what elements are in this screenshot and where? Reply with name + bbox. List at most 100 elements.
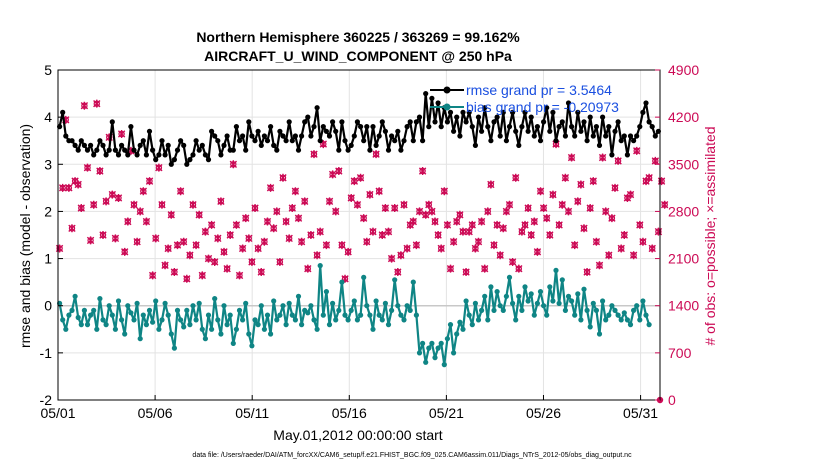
rmse-point — [205, 157, 212, 163]
obs-assimilated-marker — [484, 207, 492, 216]
bias-point — [416, 350, 423, 356]
bias-point — [600, 298, 606, 304]
obs-assimilated-marker — [437, 244, 445, 253]
rmse-point — [311, 124, 317, 130]
obs-assimilated-marker — [428, 207, 436, 216]
obs-assimilated-marker — [539, 204, 548, 213]
rmse-point — [348, 142, 354, 148]
obs-assimilated-marker — [449, 237, 458, 246]
rmse-point — [264, 138, 271, 144]
bias-point — [385, 322, 392, 328]
right-axis-label: # of obs: o=possible; ×=assimilated — [702, 126, 718, 345]
rmse-point — [364, 124, 370, 130]
obs-assimilated-marker — [536, 187, 545, 196]
plot-frame — [57, 69, 661, 401]
rmse-point — [178, 138, 184, 144]
obs-assimilated-marker — [363, 237, 371, 246]
bias-point — [506, 274, 513, 280]
bias-point — [516, 293, 522, 299]
obs-assimilated-marker — [496, 251, 504, 260]
right-tick-label: 4200 — [668, 109, 699, 125]
obs-assimilated-marker — [86, 236, 95, 245]
left-tick-label: 3 — [44, 156, 52, 172]
right-tick-label: 700 — [668, 345, 692, 361]
bias-point — [410, 279, 416, 285]
obs-assimilated-marker — [335, 167, 343, 176]
obs-assimilated-marker — [567, 153, 576, 162]
left-tick-label: 5 — [44, 62, 52, 78]
bias-point — [171, 345, 177, 351]
bias-point — [94, 326, 100, 332]
obs-assimilated-marker — [459, 227, 467, 236]
rmse-point — [249, 133, 255, 139]
obs-assimilated-marker — [344, 247, 352, 256]
bias-point — [612, 307, 618, 313]
rmse-point — [240, 133, 246, 139]
bias-point — [457, 319, 463, 325]
obs-assimilated-marker — [176, 187, 185, 196]
rmse-point — [429, 95, 435, 101]
footnote: data file: /Users/raeder/DAI/ATM_forcXX/… — [192, 452, 632, 459]
bias-point — [438, 340, 444, 346]
obs-assimilated-marker — [192, 241, 200, 250]
rmse-point — [143, 152, 149, 158]
left-tick-label: 1 — [44, 251, 52, 267]
bias-point — [199, 326, 205, 332]
obs-assimilated-marker — [527, 231, 535, 239]
obs-assimilated-marker — [512, 173, 520, 182]
obs-assimilated-marker — [198, 271, 206, 280]
bias-point — [140, 312, 146, 318]
rmse-point — [243, 147, 249, 153]
bias-point — [258, 303, 264, 309]
rmse-point — [72, 142, 78, 148]
obs-assimilated-marker — [605, 251, 613, 260]
rmse-point — [410, 138, 416, 144]
bias-series — [57, 263, 652, 368]
rmse-point — [94, 147, 100, 153]
rmse-point — [575, 109, 581, 115]
obs-assimilated-marker — [434, 231, 442, 239]
rmse-point — [209, 128, 215, 134]
bias-point — [131, 317, 137, 323]
rmse-point — [333, 128, 339, 134]
left-tick-label: 2 — [44, 203, 52, 219]
bias-point — [345, 317, 351, 323]
bias-point — [596, 331, 603, 337]
bias-point — [550, 298, 556, 304]
obs-assimilated-marker — [99, 231, 107, 239]
rmse-point — [156, 152, 162, 158]
bias-point — [444, 336, 450, 342]
bias-point — [587, 324, 593, 330]
obs-assimilated-marker — [102, 197, 110, 206]
obs-assimilated-marker — [304, 264, 312, 273]
obs-assimilated-marker — [65, 183, 73, 192]
obs-assimilated-marker — [425, 200, 433, 209]
bias-point — [165, 312, 171, 318]
bias-point — [624, 317, 631, 323]
obs-assimilated-marker — [257, 268, 265, 277]
bias-point — [615, 312, 621, 318]
bias-point — [63, 326, 69, 332]
obs-assimilated-marker — [602, 207, 610, 216]
right-tick-label: 2800 — [668, 203, 699, 219]
rmse-point — [212, 133, 218, 139]
obs-assimilated-marker — [657, 177, 666, 186]
right-tick-label: 1400 — [668, 298, 699, 314]
rmse-point — [162, 152, 168, 158]
obs-assimilated-marker — [608, 214, 616, 223]
obs-assimilated-marker — [301, 197, 309, 206]
obs-assimilated-marker — [477, 217, 486, 226]
rmse-point — [109, 119, 115, 125]
bias-point — [202, 336, 208, 342]
rmse-point — [305, 114, 311, 120]
bias-point — [503, 293, 509, 299]
x-tick-label: 05/16 — [332, 405, 367, 421]
obs-assimilated-marker — [431, 217, 439, 226]
rmse-point — [215, 138, 221, 144]
bias-point — [178, 317, 184, 323]
rmse-point — [404, 124, 410, 130]
rmse-point — [274, 147, 280, 153]
bias-point — [413, 312, 419, 318]
obs-assimilated-marker — [322, 241, 331, 250]
bias-point — [280, 303, 286, 309]
